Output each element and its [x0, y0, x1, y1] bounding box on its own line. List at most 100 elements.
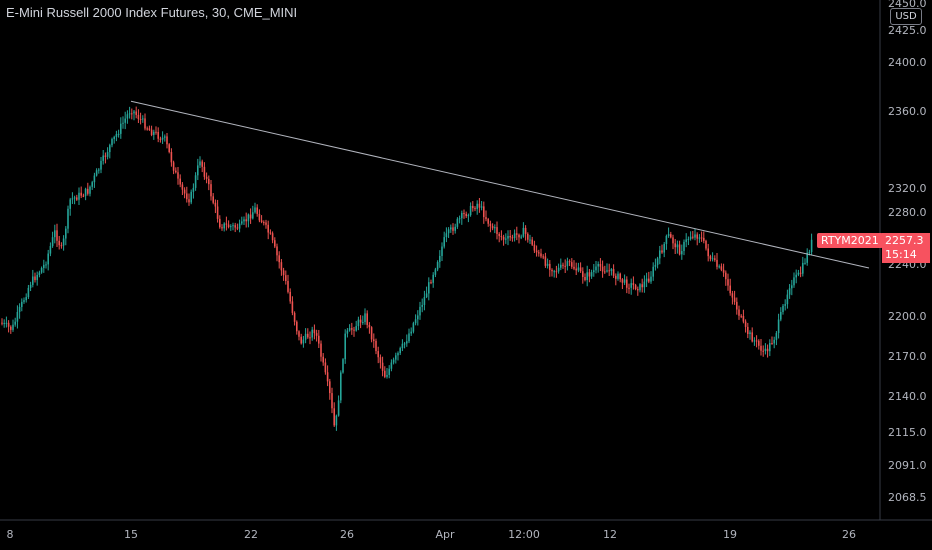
candle-body — [51, 237, 54, 247]
candle-body — [571, 262, 573, 267]
candle-body — [197, 165, 199, 176]
candle-body — [38, 272, 41, 275]
candle-body — [445, 233, 448, 238]
candle-body — [3, 322, 5, 324]
candle-body — [21, 301, 23, 307]
candle-body — [225, 223, 228, 225]
candle-body — [221, 227, 223, 229]
candle-body — [205, 176, 208, 179]
candle-body — [654, 264, 657, 267]
candle-body — [241, 221, 243, 224]
candle-body — [124, 118, 126, 123]
candle-body — [458, 218, 461, 220]
candle-body — [271, 233, 274, 241]
candle-body — [54, 230, 56, 238]
price-tick-label: 2280.0 — [888, 206, 927, 219]
candle-body — [452, 227, 454, 231]
candle-body — [111, 139, 113, 146]
candle-body — [696, 234, 698, 239]
candle-body — [700, 237, 703, 239]
candle-body — [564, 265, 566, 267]
candle-body — [637, 289, 639, 291]
candle-body — [258, 213, 261, 221]
candle-body — [212, 196, 214, 203]
candle-body — [265, 222, 267, 225]
candle-body — [179, 178, 181, 185]
candle-body — [467, 215, 470, 217]
candle-body — [663, 243, 665, 253]
candle-body — [507, 235, 509, 239]
time-tick-label: Apr — [435, 528, 455, 541]
candle-body — [353, 329, 355, 331]
price-tick-label: 2115.0 — [888, 426, 927, 439]
candle-body — [146, 128, 148, 130]
candle-body — [709, 256, 712, 259]
candle-body — [766, 348, 769, 352]
candle-body — [322, 356, 324, 363]
price-tick-label: 2091.0 — [888, 459, 927, 472]
candle-body — [192, 187, 195, 192]
candle-body — [758, 340, 760, 346]
candle-body — [687, 238, 690, 240]
currency-badge[interactable]: USD — [890, 8, 922, 25]
candle-body — [485, 217, 487, 220]
candle-body — [67, 208, 69, 229]
candle-body — [729, 285, 731, 294]
candle-body — [487, 219, 489, 224]
candle-body — [555, 271, 558, 273]
candle-body — [177, 172, 179, 179]
candle-body — [755, 340, 758, 342]
candle-body — [256, 207, 258, 214]
candle-body — [414, 319, 417, 324]
candle-body — [500, 236, 503, 238]
candle-body — [601, 266, 604, 272]
candle-body — [518, 234, 520, 238]
candle-body — [137, 114, 140, 120]
candle-body — [463, 212, 465, 214]
candle-body — [784, 304, 786, 306]
candle-body — [524, 227, 527, 234]
candle-body — [652, 266, 654, 277]
candle-body — [150, 129, 153, 135]
candle-body — [291, 301, 294, 313]
candle-body — [454, 226, 456, 231]
candle-body — [293, 312, 296, 322]
candle-body — [489, 223, 492, 227]
candle-body — [665, 235, 668, 244]
candle-body — [573, 266, 575, 269]
candle-body — [390, 362, 393, 369]
candle-body — [62, 238, 65, 246]
candle-body — [408, 333, 410, 342]
candle-body — [82, 195, 85, 197]
candle-body — [707, 248, 709, 257]
candle-body — [511, 237, 514, 239]
candle-body — [802, 262, 804, 274]
candle-body — [252, 212, 254, 219]
candle-body — [419, 306, 421, 316]
trendline[interactable] — [130, 100, 870, 269]
time-tick-label: 12 — [603, 528, 617, 541]
candle-body — [472, 205, 474, 209]
candle-body — [331, 393, 333, 409]
candle-body — [348, 328, 351, 331]
candle-body — [568, 261, 571, 263]
candle-body — [76, 197, 78, 200]
candle-body — [780, 311, 782, 320]
bar-countdown: 15:14 — [885, 248, 917, 261]
candle-body — [214, 202, 217, 207]
candle-body — [388, 368, 390, 375]
candle-body — [368, 324, 371, 328]
candle-body — [109, 145, 111, 153]
candle-body — [575, 268, 577, 271]
candle-body — [58, 240, 60, 246]
candle-body — [232, 225, 234, 227]
candle-body — [366, 313, 368, 325]
candle-body — [491, 226, 494, 229]
candle-body — [791, 285, 793, 289]
candle-body — [678, 244, 681, 255]
candle-body — [254, 207, 256, 213]
candle-body — [698, 237, 701, 239]
candle-body — [527, 233, 529, 240]
candle-body — [342, 359, 344, 373]
